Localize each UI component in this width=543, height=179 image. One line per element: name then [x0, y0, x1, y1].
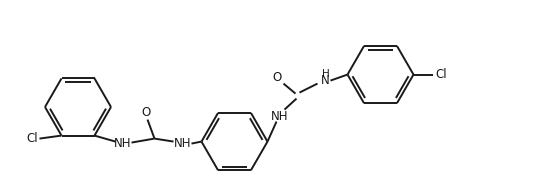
Text: Cl: Cl	[435, 68, 447, 81]
Text: NH: NH	[113, 137, 131, 150]
Text: O: O	[273, 71, 282, 84]
Text: N: N	[321, 74, 330, 87]
Text: H: H	[321, 69, 330, 79]
Text: O: O	[141, 106, 150, 119]
Text: NH: NH	[174, 137, 191, 150]
Text: Cl: Cl	[26, 132, 37, 145]
Text: NH: NH	[271, 110, 288, 123]
